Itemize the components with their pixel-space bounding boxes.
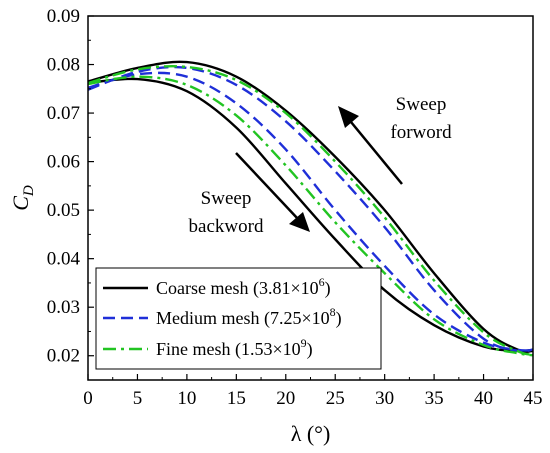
series-coarse-backward-line: [87, 77, 534, 353]
sweep-forward-line2: forword: [390, 122, 452, 143]
y-axis-title-subscript: D: [21, 185, 37, 197]
series-fine-forward-line: [87, 65, 534, 356]
x-tick-label: 45: [524, 388, 543, 409]
legend-label-medium: Medium mesh (7.25×108): [156, 305, 342, 329]
x-tick-label: 5: [133, 388, 143, 409]
y-tick-label: 0.02: [47, 346, 80, 367]
x-tick-label: 10: [177, 388, 196, 409]
y-tick-label: 0.07: [47, 103, 80, 124]
curve-layer: [87, 60, 534, 357]
legend-label-coarse: Coarse mesh (3.81×106): [156, 275, 331, 299]
x-axis-title: λ (°): [291, 421, 331, 446]
y-tick-label: 0.03: [47, 297, 80, 318]
sweep-backward-arrow-shaft: [235, 152, 299, 220]
x-tick-label: 40: [474, 388, 493, 409]
sweep-forward-arrowhead: [338, 106, 359, 128]
x-tick-label: 35: [425, 388, 444, 409]
y-tick-label: 0.04: [47, 249, 81, 270]
sweep-backward-annotation: Sweep backword: [189, 152, 310, 237]
x-tick-label: 30: [375, 388, 394, 409]
y-tick-label: 0.06: [47, 152, 80, 173]
sweep-backward-line2: backword: [189, 216, 264, 237]
legend-item-medium: Medium mesh (7.25×108): [103, 305, 342, 329]
sweep-forward-annotation: Sweep forword: [338, 94, 452, 185]
y-axis-title-main: C: [8, 196, 33, 211]
legend: Coarse mesh (3.81×106) Medium mesh (7.25…: [95, 267, 382, 370]
y-tick-label: 0.09: [47, 6, 80, 27]
axis-ticks: 0 5 10 15 20 25 30 35 40 45 0.02 0.03 0.04 0.05 0.06 0.…: [47, 6, 543, 409]
y-tick-label: 0.08: [47, 55, 80, 76]
series-medium-backward-line: [87, 71, 534, 352]
legend-label-fine: Fine mesh (1.53×109): [156, 336, 313, 360]
legend-item-fine: Fine mesh (1.53×109): [103, 336, 313, 360]
y-axis-title: CD: [8, 185, 37, 211]
x-tick-label: 20: [276, 388, 295, 409]
sweep-forward-line1: Sweep: [396, 94, 447, 115]
legend-item-coarse: Coarse mesh (3.81×106): [103, 275, 331, 299]
x-tick-label: 25: [326, 388, 345, 409]
series-fine-backward-line: [87, 75, 534, 357]
y-tick-label: 0.05: [47, 200, 80, 221]
sweep-backward-line1: Sweep: [201, 188, 252, 209]
sweep-backward-arrowhead: [289, 212, 310, 232]
x-tick-label: 0: [83, 388, 93, 409]
x-tick-label: 15: [227, 388, 246, 409]
series-coarse-forward-line: [87, 60, 534, 353]
sweep-forward-arrow-shaft: [350, 121, 403, 185]
